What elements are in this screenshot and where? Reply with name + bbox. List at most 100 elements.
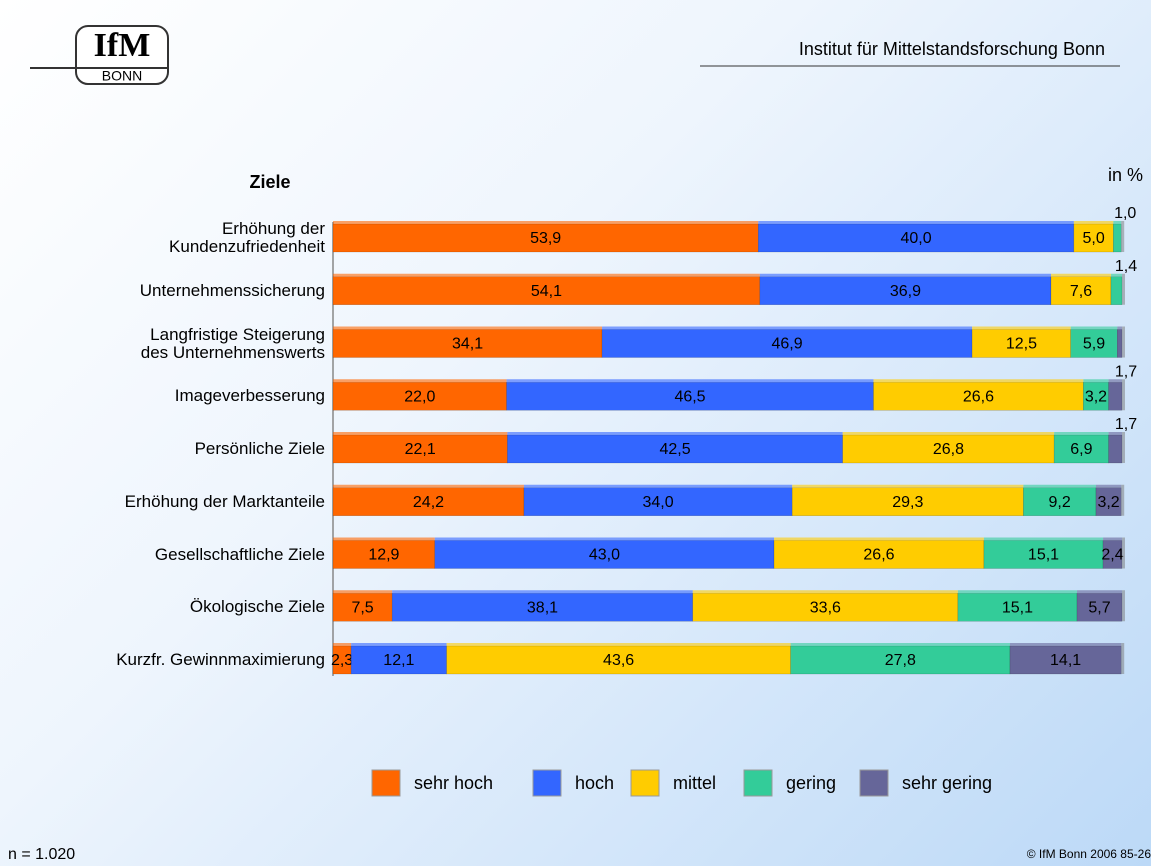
bar-top [602, 326, 973, 330]
bar-segment [446, 645, 791, 675]
data-label: 3,2 [1085, 388, 1107, 405]
data-label: 1,7 [1115, 363, 1137, 380]
bar-side [1122, 537, 1125, 569]
legend-swatch [532, 769, 562, 797]
data-label: 43,0 [589, 547, 620, 564]
bar-top [446, 643, 791, 646]
data-label: 26,6 [963, 388, 994, 405]
data-label: 7,5 [351, 599, 373, 616]
category-label: Langfristige Steigerung des Unternehmens… [140, 324, 325, 362]
bar-top [1073, 221, 1114, 224]
category-label: Erhöhung der Marktanteile [124, 491, 325, 511]
data-label: 38,1 [527, 599, 558, 616]
bar-top [1108, 432, 1122, 435]
bar-top [1117, 326, 1122, 330]
logo-frame [75, 25, 169, 85]
data-label: 5,0 [1082, 230, 1104, 247]
bar-top [1054, 432, 1109, 435]
legend-label: sehr gering [902, 773, 992, 793]
bar-segment [601, 329, 973, 358]
bar-segment [434, 540, 775, 569]
bar-segment [506, 382, 874, 411]
bar-segment [1117, 329, 1123, 358]
bar-side [1121, 643, 1125, 674]
bar-top [790, 643, 1010, 646]
bar-side [1121, 221, 1125, 252]
data-label: 54,1 [531, 283, 562, 300]
data-label: 42,5 [659, 441, 690, 458]
bar-top [351, 643, 447, 646]
bar-top [523, 484, 793, 488]
axis-title: Ziele [249, 172, 290, 192]
sample-size: n = 1.020 [8, 846, 75, 863]
bar-segment [391, 593, 694, 622]
bar-top [1077, 590, 1122, 594]
copyright: © IfM Bonn 2006 85-26 [1027, 847, 1151, 861]
bar-segment [692, 593, 959, 622]
data-label: 2,4 [1101, 547, 1123, 564]
category-label: Erhöhung der Kundenzufriedenheit [169, 219, 325, 256]
data-label: 15,1 [1002, 599, 1033, 616]
bar-segment [1083, 382, 1109, 411]
bar-side [1122, 432, 1125, 463]
bar-side [1122, 379, 1125, 411]
bar-top [506, 379, 874, 383]
data-label: 12,1 [383, 652, 414, 669]
bar-segment [1108, 434, 1123, 464]
bar-segment [523, 487, 793, 516]
category-label: Persönliche Ziele [194, 439, 325, 458]
bar-top [1070, 326, 1118, 330]
bar-side [1121, 484, 1125, 516]
data-label: 34,0 [642, 494, 673, 511]
unit-label: in % [1108, 165, 1143, 185]
category-label: Imageverbesserung [174, 386, 325, 406]
category-label: Ökologische Ziele [189, 597, 325, 617]
legend-swatch [371, 769, 401, 797]
bar-top [758, 221, 1074, 224]
data-label: 12,5 [1006, 336, 1037, 353]
bar-segment [1110, 276, 1123, 305]
bar-top [972, 326, 1071, 330]
bar-top [392, 590, 693, 594]
bar-top [1108, 379, 1122, 383]
data-label: 33,6 [810, 599, 841, 616]
data-label: 2,3 [331, 652, 353, 669]
bar-segment [1023, 487, 1097, 516]
header: Institut für Mittelstandsforschung Bonn [799, 39, 1105, 59]
bar-top [957, 590, 1078, 594]
bar-top [333, 484, 524, 488]
bar-top [1050, 273, 1111, 277]
bar-segment [350, 645, 447, 675]
bar-top [333, 273, 760, 277]
legend-swatch [743, 769, 773, 797]
bar-top [873, 379, 1084, 383]
bar-segment [1070, 329, 1118, 358]
data-label: 1,4 [1115, 258, 1137, 275]
data-label: 36,9 [890, 283, 921, 300]
bar-top [333, 590, 393, 594]
bar-top [333, 537, 435, 541]
bar-segment [1050, 276, 1112, 305]
data-label: 1,7 [1115, 416, 1137, 433]
data-label: 34,1 [452, 336, 483, 353]
bar-segment [332, 487, 525, 516]
bar-top [1113, 221, 1122, 224]
category-label: Unternehmenssicherung [139, 280, 325, 300]
bar-segment [957, 593, 1078, 622]
data-label: 26,8 [933, 441, 964, 458]
data-label: 3,2 [1097, 494, 1119, 511]
logo-subtext: BONN [102, 68, 142, 84]
legend-swatch [630, 769, 660, 797]
bar-segment [759, 276, 1052, 305]
bar-top [507, 432, 843, 435]
data-label: 26,6 [863, 547, 894, 564]
bar-segment [790, 645, 1011, 675]
bar-top [1023, 484, 1096, 488]
data-label: 22,1 [405, 441, 436, 458]
data-label: 5,9 [1083, 336, 1105, 353]
legend-label: sehr hoch [414, 773, 493, 793]
data-label: 5,7 [1088, 599, 1110, 616]
bar-segment [1113, 223, 1122, 253]
legend-label: mittel [673, 773, 716, 793]
